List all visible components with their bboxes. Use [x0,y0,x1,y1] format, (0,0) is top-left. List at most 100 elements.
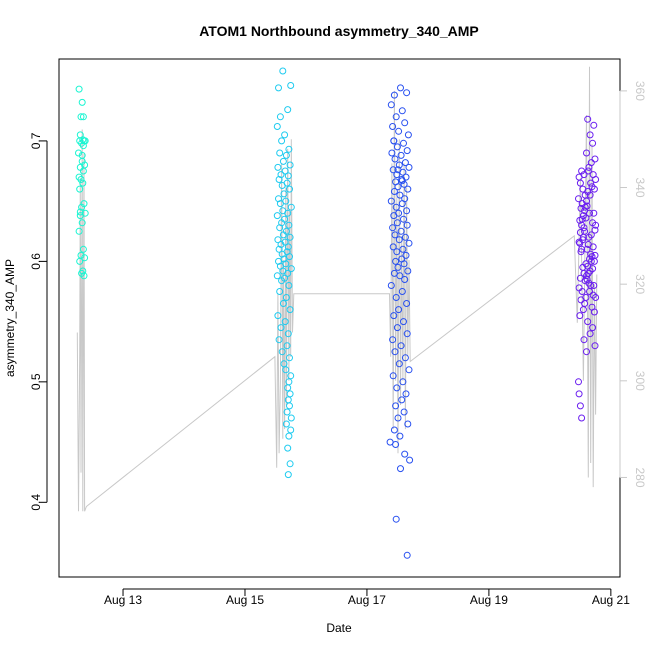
data-point [278,277,286,285]
data-point [276,113,284,121]
data-point [287,82,295,89]
data-point [392,441,400,448]
data-point [80,272,88,280]
data-point [579,263,587,271]
data-point [286,390,294,398]
data-point [582,214,590,222]
data-point [396,272,404,280]
data-point [394,414,402,422]
y2-tick-label: 320 [633,274,647,294]
data-point [404,131,412,139]
data-point [78,219,86,227]
data-point [402,251,410,259]
data-point [389,243,397,251]
data-point [587,231,595,239]
data-point [395,127,403,135]
data-point [275,84,282,92]
data-point [403,330,411,338]
data-point [279,67,287,75]
data-point [578,215,586,223]
data-point [392,402,400,410]
data-point [406,456,414,464]
data-point [392,294,400,301]
data-point [586,330,594,338]
data-point [390,188,398,195]
data-point [392,257,400,265]
data-point [399,245,407,253]
data-point [591,342,599,350]
x-tick-label: Aug 15 [226,593,264,607]
data-point [273,272,281,280]
data-point [79,167,87,175]
data-point [397,151,405,159]
data-point [284,269,292,277]
data-point [397,84,404,92]
data-point [395,360,403,368]
data-point [278,250,286,258]
data-point [576,402,584,410]
data-point [76,185,84,193]
data-point [578,288,586,295]
data-point [397,227,405,235]
series-1 [75,85,89,280]
data-point [284,172,292,180]
data-point [395,161,403,169]
data-point [282,151,290,159]
data-point [390,312,398,320]
data-point [273,123,281,130]
data-point [590,282,598,289]
data-point [397,342,405,350]
data-point [286,233,294,241]
data-point [585,163,593,171]
data-point [584,188,592,195]
data-point [403,221,411,229]
data-point [404,420,412,428]
data-point [390,426,398,434]
data-point [286,161,294,169]
data-point [586,288,593,295]
data-point [401,233,409,241]
data-point [404,185,412,193]
data-point [586,131,594,139]
data-point [401,159,409,167]
data-point [393,219,401,227]
data-point [287,414,295,422]
data-point [77,113,85,121]
data-point [575,195,582,203]
data-point [577,204,585,212]
data-point [281,131,289,139]
data-point [393,384,401,392]
data-point [276,288,284,295]
data-point [282,294,290,301]
data-point [592,176,600,183]
data-point [274,312,282,320]
data-point [79,179,87,187]
data-point [286,185,293,193]
data-point [78,203,86,211]
data-point [403,147,411,155]
data-point [405,366,413,374]
data-point [75,85,83,93]
data-point [400,260,408,268]
data-point [587,179,595,187]
data-point [592,294,600,301]
data-point [591,251,599,259]
data-point [591,226,599,234]
data-point [279,157,287,165]
y-tick-label: 0.6 [29,253,43,270]
data-point [591,155,599,163]
data-point [400,139,407,147]
data-point [401,450,409,458]
data-point [400,180,408,188]
data-point [285,145,293,153]
data-point [400,408,408,416]
data-point [389,123,397,130]
y2-tick-label: 340 [633,177,647,197]
data-point [391,231,399,239]
data-point [275,257,282,265]
data-point [273,212,281,220]
data-point [396,191,404,199]
data-point [399,378,407,386]
points-layer [75,67,600,559]
